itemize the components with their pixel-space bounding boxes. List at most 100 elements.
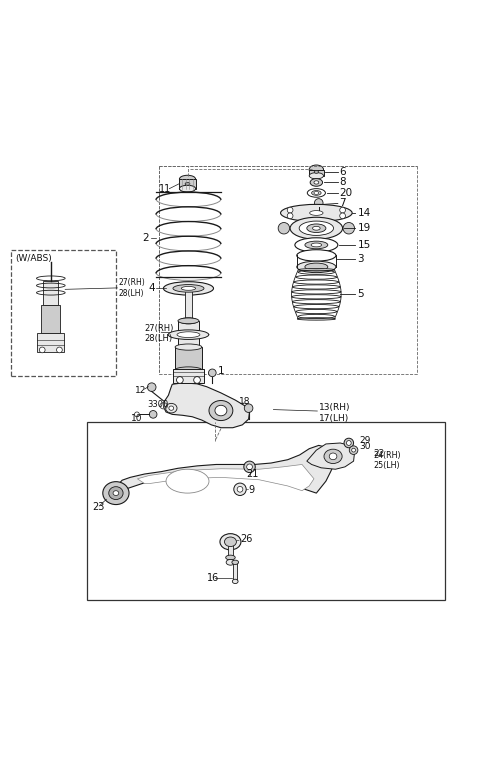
Text: 1: 1: [218, 366, 225, 376]
Bar: [87, 422, 445, 601]
Ellipse shape: [226, 559, 235, 565]
Circle shape: [343, 223, 355, 234]
Circle shape: [244, 461, 255, 473]
Ellipse shape: [232, 580, 238, 583]
Ellipse shape: [113, 490, 119, 495]
Bar: [180, 179, 196, 189]
Text: 14: 14: [358, 208, 371, 218]
Ellipse shape: [169, 406, 174, 410]
Text: 26: 26: [240, 534, 252, 544]
Ellipse shape: [178, 318, 199, 323]
Bar: [185, 289, 192, 323]
Text: 13(RH)
17(LH): 13(RH) 17(LH): [319, 403, 350, 423]
Ellipse shape: [178, 344, 199, 351]
Ellipse shape: [163, 282, 214, 295]
Text: 27(RH)
28(LH): 27(RH) 28(LH): [144, 323, 174, 343]
Ellipse shape: [314, 180, 319, 184]
Ellipse shape: [166, 403, 177, 413]
Ellipse shape: [225, 537, 237, 547]
Text: 3: 3: [358, 255, 364, 264]
Circle shape: [39, 347, 45, 353]
Text: 7: 7: [339, 198, 346, 209]
Circle shape: [347, 440, 351, 445]
Bar: [309, 169, 324, 176]
Text: 2: 2: [142, 233, 149, 243]
Text: 20: 20: [339, 188, 352, 198]
Ellipse shape: [181, 287, 196, 291]
Circle shape: [149, 411, 157, 418]
Ellipse shape: [307, 189, 325, 198]
Ellipse shape: [290, 217, 343, 239]
Ellipse shape: [297, 261, 336, 273]
Ellipse shape: [310, 179, 323, 186]
Circle shape: [57, 347, 62, 353]
Circle shape: [314, 198, 323, 207]
Ellipse shape: [177, 332, 200, 337]
Circle shape: [287, 207, 293, 213]
Circle shape: [147, 383, 156, 391]
Text: 9: 9: [249, 485, 255, 494]
Ellipse shape: [215, 405, 227, 415]
Text: 22: 22: [373, 450, 385, 458]
Text: 5: 5: [358, 289, 364, 299]
Text: 16: 16: [206, 572, 219, 583]
Ellipse shape: [314, 170, 319, 173]
Ellipse shape: [329, 453, 337, 460]
Circle shape: [349, 446, 358, 455]
Ellipse shape: [281, 205, 352, 222]
Ellipse shape: [312, 226, 320, 230]
Text: 15: 15: [358, 240, 371, 250]
Text: 27(RH)
28(LH): 27(RH) 28(LH): [118, 278, 145, 298]
Text: 29: 29: [360, 436, 371, 444]
Ellipse shape: [309, 165, 324, 174]
Circle shape: [134, 412, 139, 417]
Ellipse shape: [175, 344, 202, 350]
Ellipse shape: [166, 469, 209, 493]
Bar: [11, 250, 116, 376]
Polygon shape: [307, 443, 355, 469]
Text: 23: 23: [92, 502, 105, 512]
Ellipse shape: [309, 173, 324, 179]
Ellipse shape: [220, 533, 241, 550]
Text: 21: 21: [247, 469, 259, 479]
Polygon shape: [137, 465, 314, 490]
Ellipse shape: [185, 183, 190, 185]
Bar: [173, 369, 204, 383]
Circle shape: [287, 213, 293, 219]
Ellipse shape: [307, 224, 326, 233]
Circle shape: [194, 376, 200, 383]
Circle shape: [237, 487, 243, 492]
Text: (W/ABS): (W/ABS): [15, 254, 51, 262]
Ellipse shape: [180, 175, 196, 183]
Ellipse shape: [305, 263, 328, 271]
Ellipse shape: [226, 555, 235, 560]
Text: 30: 30: [360, 442, 371, 451]
Text: 18: 18: [239, 397, 251, 406]
Ellipse shape: [324, 449, 342, 463]
Ellipse shape: [103, 482, 129, 505]
Text: 12: 12: [135, 386, 146, 395]
Bar: [178, 321, 199, 348]
Ellipse shape: [180, 318, 198, 324]
Text: 8: 8: [339, 177, 346, 187]
Circle shape: [234, 483, 246, 495]
Text: 4: 4: [148, 284, 155, 294]
Circle shape: [344, 438, 354, 448]
Ellipse shape: [298, 269, 335, 271]
Ellipse shape: [295, 237, 338, 252]
Circle shape: [352, 448, 356, 452]
Ellipse shape: [299, 221, 334, 235]
Text: 19: 19: [358, 223, 371, 234]
Circle shape: [278, 223, 289, 234]
Ellipse shape: [232, 560, 239, 565]
Text: 10: 10: [131, 414, 143, 423]
Ellipse shape: [305, 241, 328, 249]
Bar: [41, 305, 60, 333]
Bar: [233, 562, 237, 581]
Ellipse shape: [310, 211, 323, 216]
Ellipse shape: [314, 191, 319, 194]
Circle shape: [340, 213, 346, 219]
Ellipse shape: [311, 243, 322, 247]
Circle shape: [164, 401, 169, 405]
Circle shape: [340, 207, 346, 213]
